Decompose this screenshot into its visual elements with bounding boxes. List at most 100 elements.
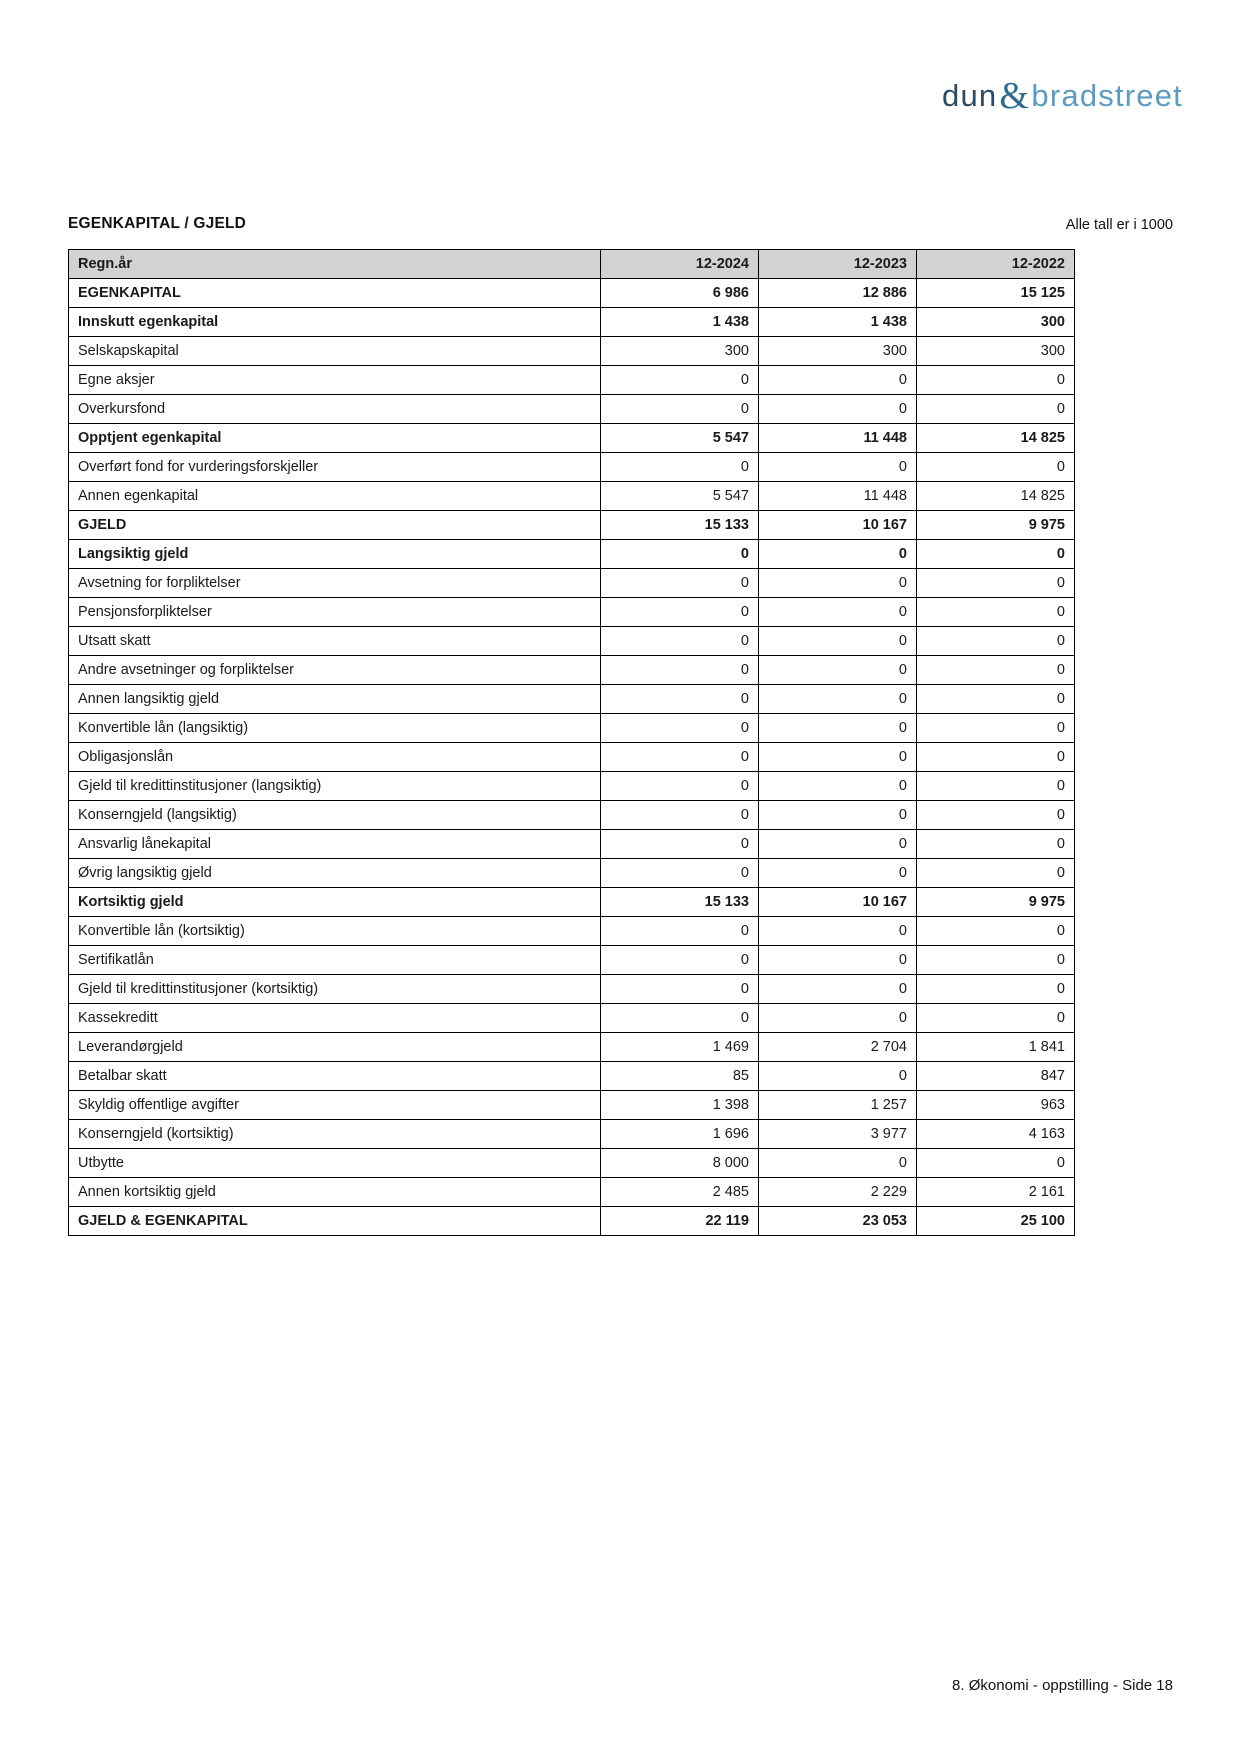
row-value-year-1: 6 986 <box>600 278 759 308</box>
table-header-row: Regn.år 12-2024 12-2023 12-2022 <box>68 249 1075 279</box>
section-header: EGENKAPITAL / GJELD Alle tall er i 1000 <box>68 215 1173 233</box>
row-value-year-2: 0 <box>758 568 917 598</box>
row-value-year-3: 0 <box>916 800 1075 830</box>
row-value-year-3: 0 <box>916 394 1075 424</box>
row-value-year-3: 9 975 <box>916 510 1075 540</box>
row-label: Andre avsetninger og forpliktelser <box>68 655 601 685</box>
row-value-year-1: 0 <box>600 771 759 801</box>
row-value-year-2: 23 053 <box>758 1206 917 1236</box>
table-row: Annen kortsiktig gjeld 2 485 2 229 2 161 <box>68 1177 1075 1207</box>
row-label: Skyldig offentlige avgifter <box>68 1090 601 1120</box>
equity-liabilities-table: Regn.år 12-2024 12-2023 12-2022 EGENKAPI… <box>68 249 1075 1236</box>
row-value-year-3: 0 <box>916 626 1075 656</box>
row-value-year-1: 1 398 <box>600 1090 759 1120</box>
row-value-year-1: 2 485 <box>600 1177 759 1207</box>
row-value-year-3: 0 <box>916 539 1075 569</box>
row-value-year-1: 0 <box>600 713 759 743</box>
table-row: Overkursfond 0 0 0 <box>68 394 1075 424</box>
row-value-year-3: 9 975 <box>916 887 1075 917</box>
row-value-year-2: 0 <box>758 1061 917 1091</box>
table-row: Gjeld til kredittinstitusjoner (kortsikt… <box>68 974 1075 1004</box>
row-value-year-3: 0 <box>916 974 1075 1004</box>
column-header-year-1: 12-2024 <box>600 249 759 279</box>
row-value-year-3: 0 <box>916 713 1075 743</box>
row-value-year-1: 0 <box>600 916 759 946</box>
row-label: Selskapskapital <box>68 336 601 366</box>
table-row: Annen langsiktig gjeld 0 0 0 <box>68 684 1075 714</box>
table-row: Andre avsetninger og forpliktelser 0 0 0 <box>68 655 1075 685</box>
row-label: Gjeld til kredittinstitusjoner (kortsikt… <box>68 974 601 1004</box>
table-row: Leverandørgjeld 1 469 2 704 1 841 <box>68 1032 1075 1062</box>
row-value-year-2: 0 <box>758 829 917 859</box>
row-value-year-1: 1 438 <box>600 307 759 337</box>
row-value-year-2: 0 <box>758 742 917 772</box>
row-label: Annen egenkapital <box>68 481 601 511</box>
row-value-year-3: 0 <box>916 1003 1075 1033</box>
row-value-year-3: 0 <box>916 742 1075 772</box>
row-value-year-2: 0 <box>758 597 917 627</box>
row-value-year-3: 2 161 <box>916 1177 1075 1207</box>
table-row: Konvertible lån (langsiktig) 0 0 0 <box>68 713 1075 743</box>
row-value-year-3: 847 <box>916 1061 1075 1091</box>
row-value-year-3: 0 <box>916 945 1075 975</box>
row-value-year-3: 300 <box>916 336 1075 366</box>
row-value-year-2: 0 <box>758 713 917 743</box>
table-row: Overført fond for vurderingsforskjeller 0… <box>68 452 1075 482</box>
row-value-year-1: 0 <box>600 539 759 569</box>
row-value-year-3: 0 <box>916 916 1075 946</box>
table-row: Skyldig offentlige avgifter 1 398 1 257 963 <box>68 1090 1075 1120</box>
row-label: Annen kortsiktig gjeld <box>68 1177 601 1207</box>
row-label: Betalbar skatt <box>68 1061 601 1091</box>
table-body: EGENKAPITAL 6 986 12 886 15 125 Innskutt ege… <box>68 278 1075 1236</box>
row-label: Pensjonsforpliktelser <box>68 597 601 627</box>
table-row: Egne aksjer 0 0 0 <box>68 365 1075 395</box>
row-value-year-3: 0 <box>916 1148 1075 1178</box>
row-value-year-2: 0 <box>758 858 917 888</box>
row-value-year-1: 85 <box>600 1061 759 1091</box>
units-note: Alle tall er i 1000 <box>1065 217 1173 233</box>
row-label: Langsiktig gjeld <box>68 539 601 569</box>
table-row: GJELD 15 133 10 167 9 975 <box>68 510 1075 540</box>
row-value-year-3: 0 <box>916 597 1075 627</box>
table-row: Langsiktig gjeld 0 0 0 <box>68 539 1075 569</box>
row-value-year-3: 963 <box>916 1090 1075 1120</box>
row-value-year-2: 0 <box>758 945 917 975</box>
table-row: Opptjent egenkapital 5 547 11 448 14 825 <box>68 423 1075 453</box>
row-label: Innskutt egenkapital <box>68 307 601 337</box>
row-value-year-2: 11 448 <box>758 481 917 511</box>
row-value-year-2: 0 <box>758 1148 917 1178</box>
row-label: Konserngjeld (langsiktig) <box>68 800 601 830</box>
row-value-year-3: 0 <box>916 568 1075 598</box>
row-value-year-2: 0 <box>758 771 917 801</box>
column-header-year-3: 12-2022 <box>916 249 1075 279</box>
table-row: Konvertible lån (kortsiktig) 0 0 0 <box>68 916 1075 946</box>
table-row: Annen egenkapital 5 547 11 448 14 825 <box>68 481 1075 511</box>
table-row: Kortsiktig gjeld 15 133 10 167 9 975 <box>68 887 1075 917</box>
row-value-year-1: 0 <box>600 568 759 598</box>
row-label: Øvrig langsiktig gjeld <box>68 858 601 888</box>
row-value-year-1: 0 <box>600 829 759 859</box>
row-value-year-3: 0 <box>916 771 1075 801</box>
row-label: Kortsiktig gjeld <box>68 887 601 917</box>
row-value-year-3: 0 <box>916 684 1075 714</box>
row-label: Kassekreditt <box>68 1003 601 1033</box>
row-value-year-3: 4 163 <box>916 1119 1075 1149</box>
table-row: Sertifikatlån 0 0 0 <box>68 945 1075 975</box>
row-value-year-2: 0 <box>758 365 917 395</box>
row-value-year-2: 1 257 <box>758 1090 917 1120</box>
row-value-year-2: 0 <box>758 452 917 482</box>
dun-bradstreet-logo: dun & bradstreet <box>942 72 1183 117</box>
row-label: Leverandørgjeld <box>68 1032 601 1062</box>
table-row: GJELD & EGENKAPITAL 22 119 23 053 25 100 <box>68 1206 1075 1236</box>
row-value-year-2: 0 <box>758 655 917 685</box>
row-label: Gjeld til kredittinstitusjoner (langsikt… <box>68 771 601 801</box>
row-value-year-2: 0 <box>758 394 917 424</box>
row-value-year-1: 300 <box>600 336 759 366</box>
row-label: GJELD & EGENKAPITAL <box>68 1206 601 1236</box>
row-value-year-1: 0 <box>600 974 759 1004</box>
row-value-year-1: 5 547 <box>600 481 759 511</box>
page-footer: 8. Økonomi - oppstilling - Side 18 <box>952 1677 1173 1694</box>
row-value-year-2: 10 167 <box>758 887 917 917</box>
row-value-year-1: 1 469 <box>600 1032 759 1062</box>
